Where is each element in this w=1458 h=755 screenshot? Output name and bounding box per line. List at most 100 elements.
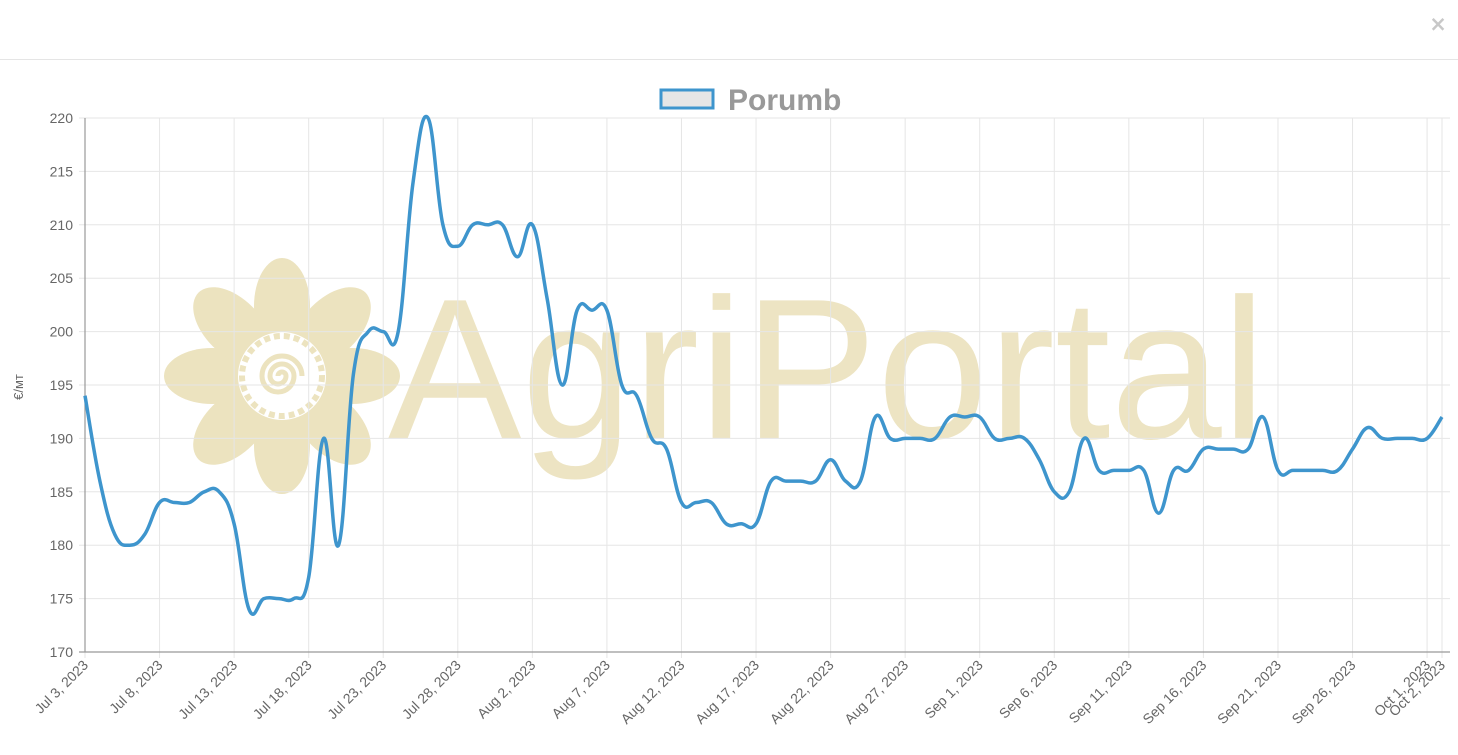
data-point[interactable]	[321, 435, 327, 441]
y-axis-label: €/мт	[11, 374, 26, 400]
data-point[interactable]	[783, 478, 789, 484]
data-point[interactable]	[365, 329, 371, 335]
data-point[interactable]	[1171, 467, 1177, 473]
data-point[interactable]	[470, 222, 476, 228]
data-point[interactable]	[932, 435, 938, 441]
data-point[interactable]	[1424, 435, 1430, 441]
data-point[interactable]	[1350, 446, 1356, 452]
data-point[interactable]	[1021, 435, 1027, 441]
data-point[interactable]	[813, 478, 819, 484]
y-tick-label: 200	[50, 324, 74, 340]
data-point[interactable]	[1439, 414, 1445, 420]
data-point[interactable]	[589, 307, 595, 313]
data-point[interactable]	[410, 179, 416, 185]
data-point[interactable]	[142, 532, 148, 538]
data-point[interactable]	[738, 521, 744, 527]
data-point[interactable]	[843, 478, 849, 484]
data-point[interactable]	[306, 574, 312, 580]
data-point[interactable]	[798, 478, 804, 484]
data-point[interactable]	[1007, 435, 1013, 441]
data-point[interactable]	[947, 414, 953, 420]
data-point[interactable]	[678, 499, 684, 505]
data-point[interactable]	[708, 499, 714, 505]
data-point[interactable]	[1364, 425, 1370, 431]
data-point[interactable]	[1141, 467, 1147, 473]
data-point[interactable]	[1245, 446, 1251, 452]
data-point[interactable]	[1066, 489, 1072, 495]
data-point[interactable]	[619, 382, 625, 388]
data-point[interactable]	[529, 222, 535, 228]
data-point[interactable]	[887, 435, 893, 441]
data-point[interactable]	[768, 478, 774, 484]
data-point[interactable]	[276, 596, 282, 602]
data-point[interactable]	[336, 542, 342, 548]
legend[interactable]: Porumb	[659, 84, 841, 117]
data-point[interactable]	[97, 478, 103, 484]
data-point[interactable]	[1185, 467, 1191, 473]
data-point[interactable]	[1290, 467, 1296, 473]
data-point[interactable]	[455, 243, 461, 249]
data-point[interactable]	[828, 457, 834, 463]
data-point[interactable]	[664, 446, 670, 452]
data-point[interactable]	[723, 521, 729, 527]
data-point[interactable]	[440, 222, 446, 228]
data-point[interactable]	[1081, 435, 1087, 441]
data-point[interactable]	[82, 393, 88, 399]
data-point[interactable]	[186, 499, 192, 505]
data-point[interactable]	[171, 499, 177, 505]
data-point[interactable]	[1126, 467, 1132, 473]
data-point[interactable]	[753, 521, 759, 527]
data-point[interactable]	[216, 489, 222, 495]
x-tick-label: Jul 13, 2023	[175, 657, 240, 722]
data-point[interactable]	[604, 307, 610, 313]
data-point[interactable]	[1200, 446, 1206, 452]
data-point[interactable]	[962, 414, 968, 420]
data-point[interactable]	[350, 371, 356, 377]
data-point[interactable]	[425, 115, 431, 121]
y-tick-label: 190	[50, 430, 74, 446]
data-point[interactable]	[261, 596, 267, 602]
data-point[interactable]	[1096, 467, 1102, 473]
y-tick-label: 175	[50, 591, 74, 607]
data-point[interactable]	[1156, 510, 1162, 516]
data-point[interactable]	[1260, 414, 1266, 420]
close-button[interactable]: ×	[1429, 12, 1447, 36]
data-point[interactable]	[1036, 457, 1042, 463]
data-point[interactable]	[395, 329, 401, 335]
data-point[interactable]	[485, 222, 491, 228]
data-point[interactable]	[1394, 435, 1400, 441]
data-point[interactable]	[649, 435, 655, 441]
data-point[interactable]	[231, 521, 237, 527]
data-point[interactable]	[1230, 446, 1236, 452]
data-point[interactable]	[1409, 435, 1415, 441]
data-point[interactable]	[574, 307, 580, 313]
data-point[interactable]	[1379, 435, 1385, 441]
data-point[interactable]	[514, 254, 520, 260]
data-point[interactable]	[157, 499, 163, 505]
data-point[interactable]	[246, 606, 252, 612]
data-point[interactable]	[1305, 467, 1311, 473]
data-point[interactable]	[1320, 467, 1326, 473]
data-point[interactable]	[127, 542, 133, 548]
data-point[interactable]	[693, 499, 699, 505]
data-point[interactable]	[977, 414, 983, 420]
data-point[interactable]	[857, 478, 863, 484]
data-point[interactable]	[201, 489, 207, 495]
data-point[interactable]	[992, 435, 998, 441]
y-tick-label: 185	[50, 484, 74, 500]
data-point[interactable]	[872, 414, 878, 420]
data-point[interactable]	[291, 596, 297, 602]
data-point[interactable]	[1051, 489, 1057, 495]
data-point[interactable]	[1335, 467, 1341, 473]
data-point[interactable]	[559, 382, 565, 388]
data-point[interactable]	[544, 297, 550, 303]
data-point[interactable]	[1111, 467, 1117, 473]
data-point[interactable]	[917, 435, 923, 441]
data-point[interactable]	[634, 393, 640, 399]
data-point[interactable]	[380, 329, 386, 335]
data-point[interactable]	[112, 532, 118, 538]
data-point[interactable]	[500, 222, 506, 228]
data-point[interactable]	[1275, 467, 1281, 473]
data-point[interactable]	[902, 435, 908, 441]
data-point[interactable]	[1215, 446, 1221, 452]
